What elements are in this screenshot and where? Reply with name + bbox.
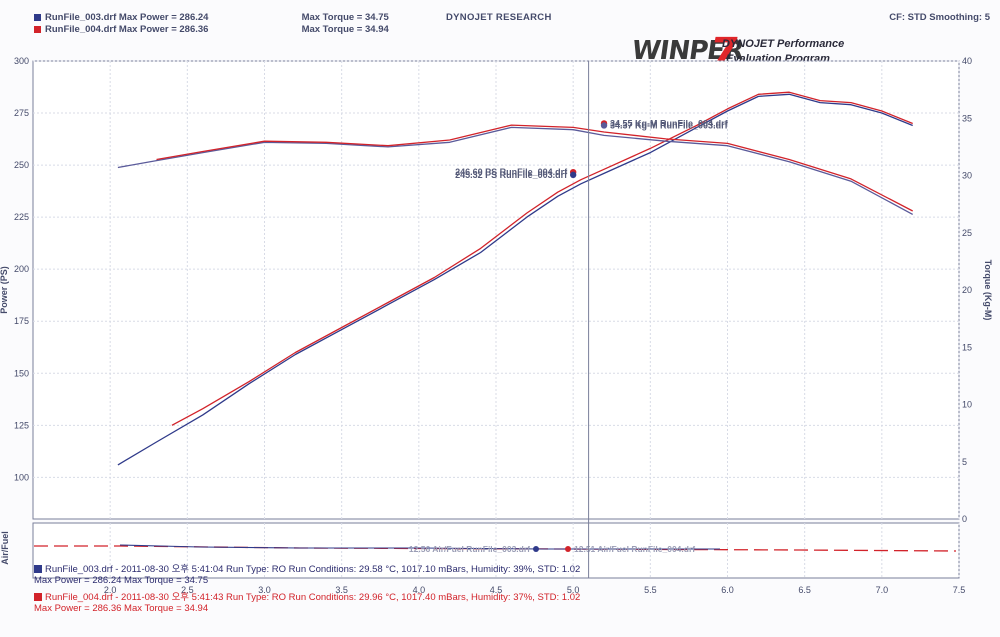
run-info-003-line1: RunFile_003.drf - 2011-08-30 오후 5:41:04 … xyxy=(34,564,580,575)
afr-traces: 12.56 Air/Fuel RunFile_003.drf 12.51 Air/… xyxy=(34,544,957,554)
x-tick-label-6: 5.0 xyxy=(567,585,580,595)
afr-line-004 xyxy=(34,545,957,552)
marker-label-0: 34.55 Kg-M RunFile_004.drf xyxy=(610,118,729,128)
x-tick-label-2: 3.0 xyxy=(258,585,271,595)
x-tick-label-7: 5.5 xyxy=(644,585,657,595)
marker-dot-1 xyxy=(600,122,608,129)
marker-label-3: 245.32 PS RunFile_003.drf xyxy=(455,170,568,180)
x-tick-label-9: 6.5 xyxy=(798,585,811,595)
run-info-003-text: RunFile_003.drf - 2011-08-30 오후 5:41:04 … xyxy=(45,564,581,575)
x-tick-label-3: 3.5 xyxy=(335,585,348,595)
legend-max-torque-004: Max Torque = 34.94 xyxy=(301,24,389,35)
y-right-tick-label-3: 15 xyxy=(962,342,972,352)
y-axis-label-afr: Air/Fuel xyxy=(0,531,10,565)
y-left-tick-label-4: 200 xyxy=(14,264,29,274)
run-info-004-text: RunFile_004.drf - 2011-08-30 오후 5:41:43 … xyxy=(45,592,581,603)
x-tick-label-10: 7.0 xyxy=(876,585,889,595)
y-right-tick-label-6: 30 xyxy=(962,171,972,181)
y-right-tick-label-2: 10 xyxy=(962,400,972,410)
afr-marker-label-0: 12.56 Air/Fuel RunFile_003.drf xyxy=(409,544,530,554)
y-right-tick-label-7: 35 xyxy=(962,113,972,123)
y-left-tick-label-6: 250 xyxy=(14,160,29,170)
afr-marker-label-1: 12.51 Air/Fuel RunFile_004.drf xyxy=(574,544,695,554)
y-left-tick-label-5: 225 xyxy=(14,212,29,222)
y-left-tick-label-1: 125 xyxy=(14,420,29,430)
legend-file-004: RunFile_004.drf xyxy=(45,24,117,35)
series-line-torque-2 xyxy=(117,126,914,215)
legend-row-004: RunFile_004.drf Max Power = 286.36 Max T… xyxy=(34,24,389,36)
report-title: DYNOJET RESEARCH xyxy=(446,12,552,23)
y-right-tick-label-5: 25 xyxy=(962,228,972,238)
series-lines xyxy=(117,91,914,466)
series-line-torque-3 xyxy=(156,124,913,212)
x-tick-label-4: 4.0 xyxy=(413,585,426,595)
legend-swatch-003 xyxy=(34,13,41,21)
y-left-tick-label-7: 275 xyxy=(14,108,29,118)
legend-max-torque-003: Max Torque = 34.75 xyxy=(301,12,389,23)
run-swatch-003 xyxy=(34,565,42,574)
y-left-tick-label-0: 100 xyxy=(14,472,29,482)
y-left-tick-label-2: 150 xyxy=(14,368,29,378)
grid-lines xyxy=(33,60,960,578)
run-info-004-line1: RunFile_004.drf - 2011-08-30 오후 5:41:43 … xyxy=(34,592,580,603)
series-line-power-1 xyxy=(171,91,913,426)
legend-file-003: RunFile_003.drf xyxy=(45,12,117,23)
marker-label-1: 34.37 Kg-M RunFile_003.drf xyxy=(610,120,729,130)
tick-labels: 2.0 2.5 3.0 3.5 4.0 4.5 5.0 5.5 6.0 6.5 7.0 7.51001… xyxy=(14,56,972,595)
marker-label-2: 246.60 PS RunFile_004.drf xyxy=(455,167,568,177)
x-tick-label-11: 7.5 xyxy=(953,585,966,595)
y-axis-label-right: Torque (Kg-M) xyxy=(983,260,993,321)
correction-info: CF: STD Smoothing: 5 xyxy=(889,12,990,23)
legend-max-power-003: Max Power = 286.24 xyxy=(118,12,209,23)
series-line-power-0 xyxy=(117,93,913,466)
run-info-004: RunFile_004.drf - 2011-08-30 오후 5:41:43 … xyxy=(34,592,580,614)
run-swatch-004 xyxy=(34,593,42,602)
afr-marker-dot-0 xyxy=(533,546,539,552)
x-tick-label-0: 2.0 xyxy=(104,585,117,595)
marker-dot-3 xyxy=(569,171,577,179)
legend-row-003: RunFile_003.drf Max Power = 286.24 Max T… xyxy=(34,12,389,24)
y-right-tick-label-0: 0 xyxy=(962,514,967,524)
chart-legend: RunFile_003.drf Max Power = 286.24 Max T… xyxy=(34,12,389,36)
x-tick-label-1: 2.5 xyxy=(181,585,194,595)
run-info-003: RunFile_003.drf - 2011-08-30 오후 5:41:04 … xyxy=(34,564,580,586)
y-left-tick-label-3: 175 xyxy=(14,316,29,326)
logo-tagline-1: DYNOJET Performance xyxy=(722,38,845,50)
y-left-tick-label-8: 300 xyxy=(14,56,29,66)
legend-max-power-004: Max Power = 286.36 xyxy=(118,24,209,35)
run-info-003-line2: Max Power = 286.24 Max Torque = 34.75 xyxy=(34,575,209,586)
x-tick-label-5: 4.5 xyxy=(490,585,503,595)
run-info-004-line2: Max Power = 286.36 Max Torque = 34.94 xyxy=(34,603,209,614)
y-right-tick-label-4: 20 xyxy=(962,285,972,295)
y-axis-label-left: Power (PS) xyxy=(0,266,9,314)
x-tick-label-8: 6.0 xyxy=(721,585,734,595)
y-right-tick-label-1: 5 xyxy=(962,457,967,467)
afr-marker-dot-1 xyxy=(565,546,571,552)
legend-swatch-004 xyxy=(34,25,41,33)
y-right-tick-label-8: 40 xyxy=(962,56,972,66)
